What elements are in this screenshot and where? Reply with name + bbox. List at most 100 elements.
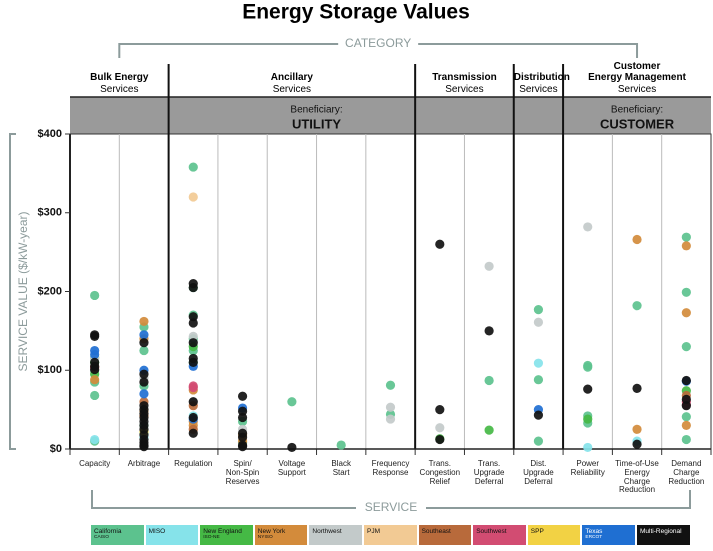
data-point — [139, 345, 149, 356]
data-point — [287, 397, 297, 407]
x-tick-label: Regulation — [174, 459, 213, 468]
data-point — [435, 239, 445, 249]
data-point — [632, 439, 642, 449]
group-subtitle: Services — [617, 83, 657, 95]
data-point — [681, 401, 691, 411]
x-tick-label: Black Start — [331, 459, 351, 477]
data-point — [681, 434, 691, 445]
data-point — [188, 428, 198, 438]
data-point — [188, 382, 198, 393]
group-header: Customer Energy Management Services — [563, 20, 711, 95]
x-tick-label: Dist. Upgrade Deferral — [523, 459, 554, 486]
data-point — [90, 364, 100, 375]
legend-label: MISO — [148, 528, 166, 535]
category-bracket — [118, 43, 639, 58]
data-point — [533, 410, 544, 420]
legend-item: SPP — [526, 524, 582, 546]
legend-label: Texas — [585, 528, 603, 535]
data-point — [632, 234, 642, 245]
data-point — [435, 423, 445, 433]
data-point — [139, 389, 149, 399]
legend-item: Texas ERCOT — [581, 524, 636, 546]
legend-sublabel: CAISO — [94, 535, 109, 541]
data-point — [139, 442, 149, 452]
data-point — [237, 432, 248, 442]
data-point — [188, 318, 198, 328]
data-point — [583, 362, 593, 372]
data-point — [139, 316, 149, 327]
legend-sublabel: NYISO — [257, 535, 273, 541]
data-point — [533, 436, 544, 446]
group-subtitle: Services — [519, 83, 558, 95]
data-point — [287, 442, 297, 453]
data-point — [583, 222, 593, 232]
data-point — [188, 282, 198, 293]
group-header: Distribution Services — [513, 20, 570, 95]
group-header: Bulk Energy Services — [70, 20, 169, 95]
group-title: Transmission — [432, 72, 497, 83]
data-point — [533, 305, 544, 315]
data-point — [484, 261, 494, 271]
data-point — [139, 369, 149, 379]
x-tick-label: Trans. Congestion Relief — [419, 459, 461, 486]
data-point — [385, 414, 396, 424]
data-point — [188, 192, 198, 202]
data-point — [188, 357, 198, 367]
data-point — [188, 338, 198, 348]
data-point — [583, 414, 593, 424]
x-tick-label: Voltage Support — [277, 459, 306, 477]
data-point — [533, 375, 544, 385]
data-point — [632, 383, 642, 393]
data-point — [484, 425, 494, 435]
plot-frame — [69, 133, 712, 450]
y-tick-label: $100 — [38, 364, 62, 376]
legend-label: New England — [203, 528, 242, 535]
x-tick-label: Spin/ Non-Spin Reserves — [225, 459, 260, 486]
data-point — [583, 442, 593, 453]
legend-item: New England ISO-NE — [199, 524, 254, 546]
legend-label: Northwest — [312, 528, 342, 535]
data-point — [533, 358, 544, 368]
data-point — [632, 301, 642, 311]
data-point — [681, 394, 691, 404]
group-title: Customer Energy Management — [588, 60, 686, 84]
group-subtitle: Services — [272, 83, 312, 95]
data-point — [681, 342, 691, 352]
data-point — [385, 402, 396, 412]
legend-label: Southeast — [421, 528, 451, 535]
y-tick-label: $400 — [38, 128, 62, 140]
beneficiary-label: Beneficiary: — [290, 105, 342, 116]
data-point — [90, 290, 100, 301]
x-tick-label: Power Reliability — [570, 459, 605, 477]
data-point — [237, 391, 248, 401]
legend-label: Multi-Regional — [640, 528, 682, 535]
data-point — [188, 397, 198, 407]
x-tick-label: Trans. Upgrade Deferral — [473, 459, 505, 486]
legend-item: PJM — [363, 524, 418, 546]
data-point — [632, 424, 642, 434]
y-tick-label: $300 — [38, 207, 62, 219]
x-tick-label: Demand Charge Reduction — [668, 459, 705, 486]
legend-item: MISO — [144, 524, 200, 546]
data-point — [385, 380, 396, 390]
group-title: Distribution — [513, 72, 570, 83]
legend-item: Southeast — [417, 524, 473, 546]
legend-item: California CAISO — [90, 524, 145, 546]
data-point — [237, 406, 248, 416]
data-point — [533, 317, 544, 327]
beneficiary-label: Beneficiary: — [611, 105, 663, 116]
beneficiary-band — [70, 97, 711, 134]
data-point — [583, 384, 593, 394]
data-point — [681, 375, 691, 386]
legend-label: California — [94, 528, 122, 535]
data-point — [139, 330, 149, 340]
data-point — [188, 331, 198, 341]
category-label: CATEGORY — [345, 36, 411, 50]
legend-sublabel: ERCOT — [585, 535, 603, 541]
x-tick-label: Capacity — [79, 459, 111, 468]
data-point — [188, 162, 198, 172]
group-header: Transmission Services — [415, 20, 514, 95]
data-point — [681, 232, 691, 242]
data-point — [139, 338, 149, 348]
data-point — [90, 434, 100, 445]
